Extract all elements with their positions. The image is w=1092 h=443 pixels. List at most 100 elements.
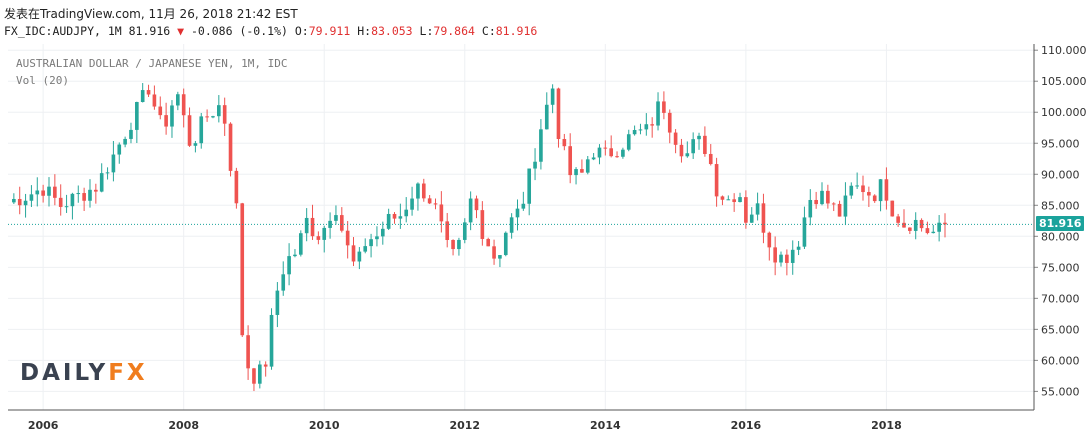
candle-body: [638, 129, 643, 131]
logo-text-fx: FX: [108, 360, 148, 386]
candle-body: [749, 214, 754, 223]
candle-body: [474, 198, 479, 211]
candle-body: [146, 90, 151, 95]
candle-body: [943, 222, 947, 225]
candle-body: [164, 115, 168, 127]
x-tick-label: 2018: [871, 419, 902, 432]
candle-body: [375, 236, 379, 240]
candle-body: [58, 197, 63, 207]
y-tick-label: 95.000: [1041, 137, 1080, 150]
y-tick-label: 55.000: [1041, 385, 1080, 398]
candle-body: [351, 245, 356, 262]
candle-body: [76, 193, 81, 195]
symbol-label: FX_IDC:AUDJPY, 1M 81.916: [4, 24, 171, 38]
candle-body: [714, 164, 719, 197]
volume-legend: Vol (20): [16, 74, 69, 87]
candle-body: [88, 189, 92, 201]
candle-body: [843, 195, 848, 217]
candle-body: [790, 249, 795, 263]
candle-body: [17, 198, 22, 206]
candle-body: [515, 208, 520, 218]
candle-body: [433, 203, 438, 205]
candle-body: [240, 203, 245, 336]
candle-body: [591, 157, 596, 160]
candle-body: [392, 213, 397, 219]
candle-body: [533, 161, 537, 169]
candle-body: [316, 236, 321, 240]
chart-source-line: 发表在TradingView.com, 11月 26, 2018 21:42 E…: [4, 5, 298, 22]
candle-body: [111, 154, 116, 173]
candle-body: [820, 190, 824, 205]
candle-body: [29, 194, 34, 201]
candle-body: [720, 196, 725, 200]
candle-body: [744, 197, 748, 223]
candle-body: [738, 197, 742, 203]
candle-body: [140, 90, 145, 102]
candle-body: [217, 105, 221, 117]
x-tick-label: 2008: [168, 419, 199, 432]
candle-body: [644, 124, 649, 130]
candle-body: [310, 217, 315, 237]
candle-body: [667, 112, 672, 133]
candle-body: [849, 185, 854, 196]
candle-body: [70, 193, 75, 207]
candle-body: [41, 190, 45, 196]
candle-body: [94, 189, 98, 192]
candle-body: [328, 220, 332, 228]
candle-body: [837, 203, 842, 217]
candle-body: [913, 219, 918, 231]
logo-text-daily: DAILY: [20, 360, 109, 386]
candle-body: [416, 183, 420, 199]
candle-body: [580, 169, 584, 173]
y-tick-label: 85.000: [1041, 199, 1080, 212]
candle-body: [257, 364, 262, 384]
candle-body: [82, 193, 86, 201]
candle-body: [867, 192, 871, 196]
candle-body: [199, 116, 204, 144]
candle-body: [615, 156, 619, 158]
candle-body: [621, 149, 625, 157]
candle-body: [509, 217, 514, 233]
candle-body: [281, 274, 286, 291]
candle-body: [556, 88, 561, 140]
candle-body: [339, 215, 344, 231]
candle-body: [878, 179, 883, 202]
candle-body: [298, 233, 303, 255]
y-tick-label: 105.000: [1041, 75, 1087, 88]
close-value: 81.916: [495, 24, 538, 38]
candle-body: [808, 199, 813, 218]
candle-body: [23, 200, 28, 206]
open-label: O:: [294, 24, 309, 38]
candle-body: [468, 198, 473, 223]
candle-body: [462, 222, 467, 240]
candle-body: [498, 255, 502, 259]
candle-body: [691, 139, 695, 154]
candle-body: [263, 364, 268, 367]
candle-body: [767, 232, 772, 248]
candle-body: [919, 219, 924, 229]
candle-body: [732, 199, 736, 203]
y-tick-label: 110.000: [1041, 44, 1087, 57]
candle-body: [334, 215, 338, 221]
candle-body: [205, 116, 209, 118]
open-value: 79.911: [308, 24, 351, 38]
candle-body: [703, 135, 707, 154]
candle-body: [105, 172, 110, 174]
candle-body: [421, 183, 426, 199]
candle-body: [656, 101, 660, 126]
candle-body: [603, 147, 608, 149]
x-tick-label: 2006: [28, 419, 59, 432]
last-price-tag: 81.916: [1036, 216, 1085, 232]
candle-body: [861, 185, 865, 193]
candle-body: [779, 254, 783, 263]
candle-body: [650, 124, 654, 126]
candle-body: [53, 186, 57, 198]
candle-body: [135, 101, 139, 130]
candle-body: [187, 115, 192, 146]
candle-body: [345, 230, 350, 246]
candle-body: [673, 132, 678, 145]
y-tick-label: 75.000: [1041, 261, 1080, 274]
candle-body: [47, 186, 51, 196]
candle-body: [293, 254, 297, 257]
